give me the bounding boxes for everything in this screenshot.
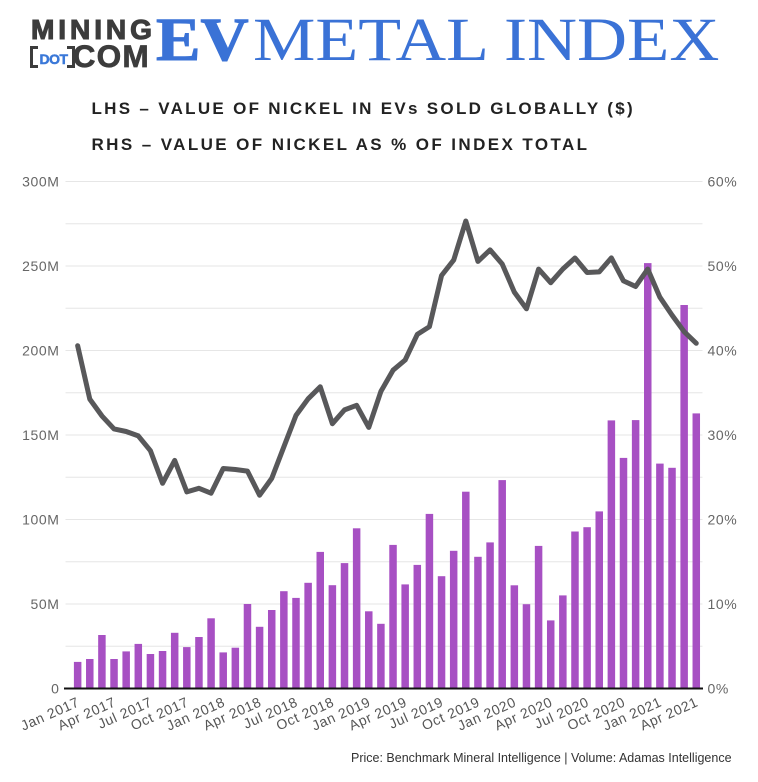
svg-text:50%: 50% [708, 258, 738, 274]
svg-text:40%: 40% [708, 342, 738, 358]
svg-text:300M: 300M [22, 173, 59, 189]
svg-text:20%: 20% [708, 511, 738, 527]
svg-text:30%: 30% [708, 427, 738, 443]
svg-text:60%: 60% [708, 173, 738, 189]
svg-text:50M: 50M [30, 596, 59, 612]
svg-text:200M: 200M [22, 342, 59, 358]
svg-text:0: 0 [51, 680, 59, 696]
svg-text:10%: 10% [708, 596, 738, 612]
svg-text:250M: 250M [22, 258, 59, 274]
svg-text:100M: 100M [22, 511, 59, 527]
svg-text:0%: 0% [708, 680, 729, 696]
svg-text:150M: 150M [22, 427, 59, 443]
